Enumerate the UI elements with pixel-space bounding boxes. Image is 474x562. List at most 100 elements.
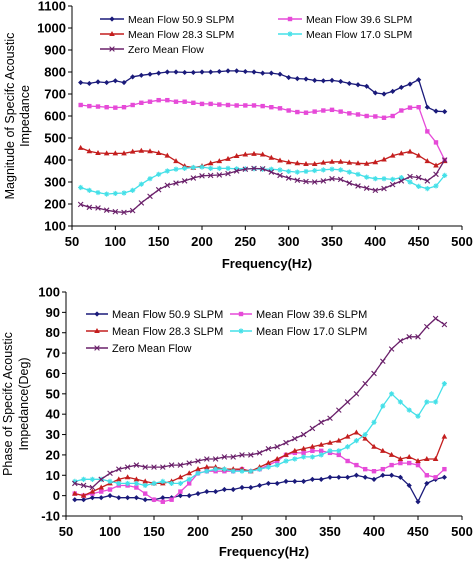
x-tick-label: 200 xyxy=(191,234,213,249)
data-point xyxy=(164,182,171,189)
data-point xyxy=(303,76,309,82)
data-point xyxy=(90,491,95,496)
data-point xyxy=(80,482,87,489)
legend-label: Mean Flow 39.6 SLPM xyxy=(256,309,367,321)
data-point xyxy=(112,150,119,156)
data-point xyxy=(389,181,396,188)
data-point xyxy=(294,177,301,184)
data-point xyxy=(87,103,92,109)
legend: Mean Flow 50.9 SLPM Mean Flow 39.6 SLPM Me… xyxy=(100,14,412,56)
data-point xyxy=(371,476,377,482)
data-point xyxy=(336,452,341,458)
data-point xyxy=(338,78,344,85)
data-point xyxy=(160,478,166,484)
data-point xyxy=(72,478,78,484)
data-point xyxy=(329,77,335,83)
data-point xyxy=(177,474,184,480)
data-point xyxy=(107,478,113,484)
data-point xyxy=(318,476,324,482)
data-point xyxy=(195,466,201,472)
data-point xyxy=(355,160,361,166)
data-point xyxy=(104,105,109,110)
data-point xyxy=(372,187,379,194)
legend-item: Mean Flow 39.6 SLPM xyxy=(230,309,367,321)
data-point xyxy=(151,464,157,470)
data-point xyxy=(329,158,335,164)
data-point xyxy=(138,181,144,187)
data-point xyxy=(173,158,179,164)
data-point xyxy=(199,164,205,170)
data-point xyxy=(432,455,439,461)
data-point xyxy=(257,466,263,472)
legend-marker xyxy=(238,311,244,317)
data-point xyxy=(301,450,306,456)
data-point xyxy=(303,178,309,185)
data-point xyxy=(277,167,283,173)
data-point xyxy=(125,480,131,487)
data-point xyxy=(372,90,378,96)
data-point xyxy=(86,148,93,154)
data-point xyxy=(89,488,96,494)
data-point xyxy=(292,447,298,453)
data-point xyxy=(292,478,298,484)
data-point xyxy=(441,381,447,387)
y-tick-label: 800 xyxy=(44,65,66,80)
y-tick-label: 500 xyxy=(44,131,66,146)
data-point xyxy=(381,115,387,120)
data-point xyxy=(285,175,292,181)
data-point xyxy=(129,148,136,154)
data-point xyxy=(230,468,236,474)
data-point xyxy=(286,168,292,175)
data-point xyxy=(381,156,387,162)
x-tick-label: 400 xyxy=(364,234,386,249)
data-point xyxy=(98,495,104,501)
data-point xyxy=(373,114,378,119)
data-point xyxy=(442,466,447,472)
y-tick-label: 100 xyxy=(44,219,66,234)
data-point xyxy=(345,474,351,480)
data-point xyxy=(112,208,119,215)
data-point xyxy=(301,454,307,460)
data-point xyxy=(182,69,188,76)
y-axis-label: Phase of Specifc Acoustic Impedance(Deg) xyxy=(1,332,31,476)
x-tick-label: 350 xyxy=(319,524,341,539)
legend-marker xyxy=(238,328,244,334)
data-point xyxy=(329,175,335,182)
data-point xyxy=(72,480,78,487)
data-point xyxy=(216,165,222,171)
data-point xyxy=(275,458,280,464)
data-point xyxy=(353,391,360,397)
data-point xyxy=(277,71,283,77)
data-point xyxy=(199,173,205,179)
legend-item: Mean Flow 39.6 SLPM xyxy=(278,14,412,26)
data-point xyxy=(424,178,431,184)
data-point xyxy=(151,497,157,502)
x-tick-label: 50 xyxy=(65,234,79,249)
data-point xyxy=(251,150,257,156)
data-point xyxy=(398,175,404,181)
data-point xyxy=(372,159,379,165)
data-point xyxy=(433,171,439,178)
data-point xyxy=(103,150,110,156)
data-point xyxy=(398,84,404,90)
data-point xyxy=(182,99,187,104)
data-point xyxy=(143,491,148,496)
data-point xyxy=(164,168,170,174)
data-point xyxy=(251,165,257,172)
y-tick-label: 600 xyxy=(44,109,66,124)
data-point xyxy=(230,486,236,493)
series-3 xyxy=(77,144,448,170)
data-point xyxy=(318,419,324,426)
data-point xyxy=(191,100,196,105)
data-point xyxy=(398,178,405,184)
data-point xyxy=(217,102,222,107)
data-point xyxy=(133,476,140,482)
data-point xyxy=(242,68,248,75)
data-point xyxy=(329,107,335,113)
data-point xyxy=(355,112,361,117)
data-point xyxy=(86,204,93,211)
data-point xyxy=(190,175,197,181)
data-point xyxy=(345,444,351,450)
data-point xyxy=(212,456,219,462)
